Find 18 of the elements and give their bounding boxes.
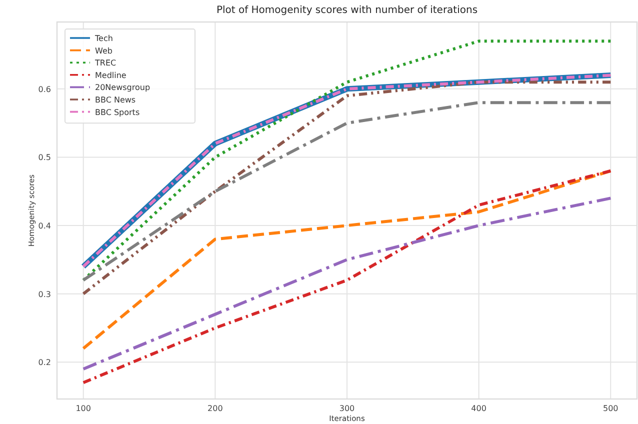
y-tick-label: 0.4 [38, 222, 51, 231]
x-tick-label: 400 [471, 404, 486, 413]
x-tick-label: 100 [76, 404, 92, 413]
legend-label: BBC News [95, 96, 136, 104]
legend-label: 20Newsgroup [95, 83, 150, 92]
y-tick-label: 0.3 [38, 290, 51, 299]
chart-title: Plot of Homogenity scores with number of iterations [216, 5, 478, 16]
y-tick-label: 0.5 [38, 153, 51, 162]
legend-label: Web [95, 46, 112, 56]
x-tick-label: 500 [602, 404, 618, 413]
y-tick-label: 0.2 [38, 358, 51, 368]
legend-label: Tech [94, 34, 113, 43]
y-tick-label: 0.6 [38, 84, 51, 94]
legend-label: BBC Sports [95, 108, 140, 117]
legend-label: Medline [95, 70, 126, 80]
x-tick-label: 200 [208, 404, 223, 413]
legend-label: TREC [94, 58, 116, 68]
x-tick-label: 300 [339, 404, 355, 413]
